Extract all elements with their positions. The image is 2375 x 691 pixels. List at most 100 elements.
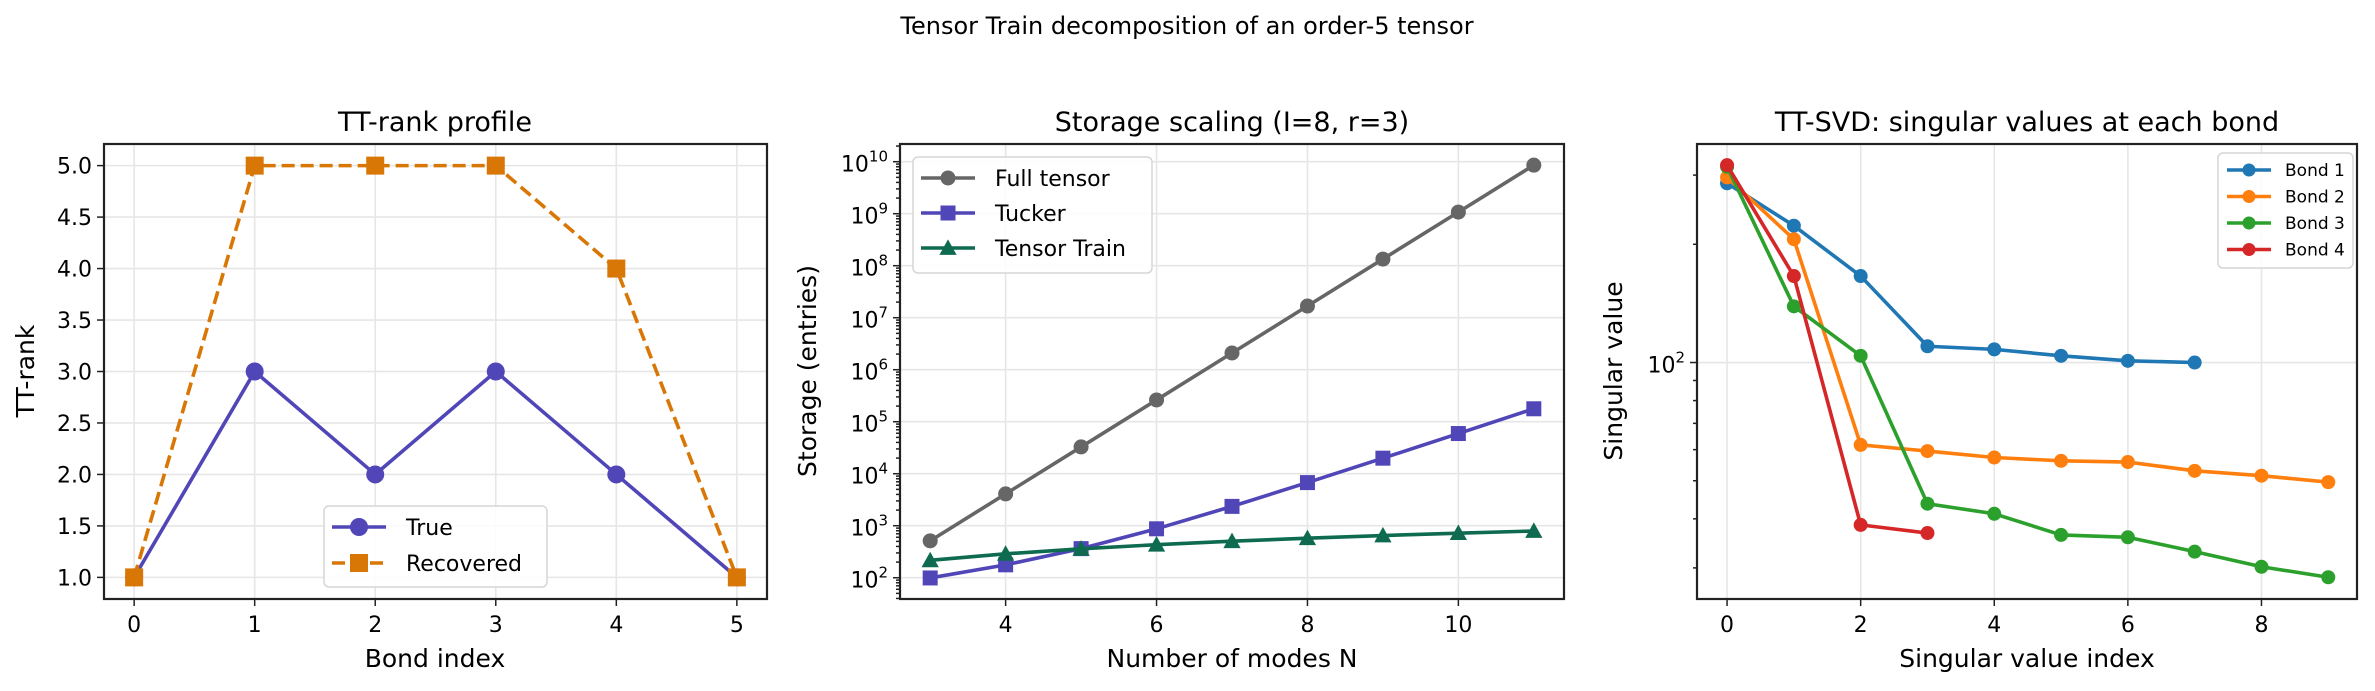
circle-marker xyxy=(2054,348,2069,363)
y-tick-label: 2.5 xyxy=(57,412,92,437)
circle-marker xyxy=(1786,269,1801,284)
axes-frame xyxy=(1695,142,2359,601)
circle-marker xyxy=(2321,570,2336,585)
y-tick-label: 105 xyxy=(850,408,888,438)
circle-marker xyxy=(1299,298,1315,314)
x-axis-label: Singular value index xyxy=(1899,644,2155,673)
triangle-marker xyxy=(921,551,939,568)
square-marker xyxy=(998,557,1014,573)
square-marker xyxy=(1526,401,1542,417)
x-tick-label: 2 xyxy=(368,613,382,638)
series-group xyxy=(921,157,1543,586)
circle-marker xyxy=(1149,392,1165,408)
circle-marker xyxy=(1987,506,2002,521)
y-tick-label: 1010 xyxy=(841,148,888,178)
circle-marker xyxy=(2187,355,2202,370)
circle-marker xyxy=(1920,526,1935,541)
triangle-marker xyxy=(1223,532,1241,549)
legend: Full tensor Tucker Tensor Train xyxy=(912,156,1153,274)
legend-label: Full tensor xyxy=(995,167,1111,192)
square-marker xyxy=(607,259,626,278)
circle-marker xyxy=(1526,157,1542,173)
square-marker xyxy=(1224,498,1240,514)
square-marker xyxy=(125,568,144,587)
circle-marker xyxy=(1853,269,1868,284)
panel-title: TT-rank profile xyxy=(337,107,532,138)
y-tick-label: 104 xyxy=(850,460,888,490)
y-tick-label: 2.0 xyxy=(57,463,92,488)
panel-title: Storage scaling (I=8, r=3) xyxy=(1055,107,1409,138)
square-marker xyxy=(366,156,385,175)
y-tick-label: 3.5 xyxy=(57,309,92,334)
panel-title: TT-SVD: singular values at each bond xyxy=(1774,107,2279,138)
series-line-bond-1 xyxy=(1726,181,2195,365)
circle-marker xyxy=(1853,348,1868,363)
series-line-recovered xyxy=(132,163,739,579)
plot-area: 0 1 2 3 4 5 1.0 1.5 2.0 2.5 3.0 3.5 4.0 4.5 5.0 True Rec… xyxy=(57,142,769,638)
circle-marker xyxy=(2120,455,2135,470)
series-group xyxy=(125,156,746,587)
circle-marker xyxy=(2254,468,2269,483)
y-tick-label: 107 xyxy=(850,304,888,334)
circle-marker xyxy=(2054,453,2069,468)
circle-marker xyxy=(1853,517,1868,532)
legend-label: Tucker xyxy=(994,202,1067,227)
legend: True Recovered xyxy=(323,505,548,588)
y-tick-label: 103 xyxy=(850,512,888,542)
circle-marker xyxy=(998,486,1014,502)
circle-marker xyxy=(2120,530,2135,545)
y-tick-label: 102 xyxy=(1647,349,1685,379)
y-tick-label: 1.5 xyxy=(57,515,92,540)
circle-marker xyxy=(1450,204,1466,220)
circle-marker xyxy=(940,170,956,186)
circle-marker xyxy=(922,533,938,549)
series-line-bond-2 xyxy=(1725,176,2329,484)
panel-storage-scaling: Storage scaling (I=8, r=3) Number of mod… xyxy=(793,107,1566,673)
circle-marker xyxy=(2242,243,2256,256)
x-axis-label: Number of modes N xyxy=(1107,644,1358,673)
square-marker xyxy=(245,156,264,175)
x-tick-label: 5 xyxy=(730,613,744,638)
y-tick-label: 4.5 xyxy=(57,206,92,231)
circle-marker xyxy=(2321,475,2336,490)
y-tick-label: 1.0 xyxy=(57,566,92,591)
x-tick-label: 3 xyxy=(489,613,503,638)
x-tick-label: 0 xyxy=(1720,613,1734,638)
legend-label: Bond 1 xyxy=(2285,161,2345,181)
x-tick-label: 2 xyxy=(1854,613,1868,638)
circle-marker xyxy=(2187,463,2202,478)
y-tick-label: 3.0 xyxy=(57,361,92,386)
x-tick-label: 10 xyxy=(1444,613,1472,638)
square-marker xyxy=(350,554,368,572)
x-tick-label: 8 xyxy=(2254,613,2268,638)
circle-marker xyxy=(2187,544,2202,559)
series-line-true xyxy=(132,369,739,579)
square-marker xyxy=(727,568,746,587)
triangle-marker xyxy=(1072,540,1090,556)
plot-area: 4 6 8 10 102 103 104 105 106 107 108 109 1010 Full te… xyxy=(841,142,1566,638)
y-tick-label: 102 xyxy=(850,564,888,594)
legend: Bond 1 Bond 2 Bond 3 Bond 4 xyxy=(2217,152,2354,269)
legend-label: Bond 2 xyxy=(2285,188,2345,208)
circle-marker xyxy=(2120,353,2135,368)
y-axis-label: TT-rank xyxy=(11,324,40,418)
x-tick-label: 6 xyxy=(2121,613,2135,638)
circle-marker xyxy=(1786,299,1801,314)
y-tick-label: 5.0 xyxy=(57,155,92,180)
circle-marker xyxy=(2242,216,2256,230)
y-axis-label: Singular value xyxy=(1599,281,1628,460)
y-tick-label: 106 xyxy=(850,356,888,386)
circle-marker xyxy=(1920,496,1935,511)
y-tick-label: 108 xyxy=(850,252,888,282)
x-tick-label: 1 xyxy=(248,613,262,638)
x-tick-label: 6 xyxy=(1150,613,1164,638)
circle-marker xyxy=(1375,251,1391,267)
figure-suptitle: Tensor Train decomposition of an order-5… xyxy=(899,12,1473,40)
panel-tt-svd-singular-values: TT-SVD: singular values at each bond Sin… xyxy=(1599,107,2359,673)
panel-tt-rank-profile: TT-rank profile Bond index TT-rank 0 1 2 3 4… xyxy=(11,107,769,673)
circle-marker xyxy=(2054,527,2069,542)
triangle-marker xyxy=(997,545,1015,561)
circle-marker xyxy=(1786,232,1801,247)
